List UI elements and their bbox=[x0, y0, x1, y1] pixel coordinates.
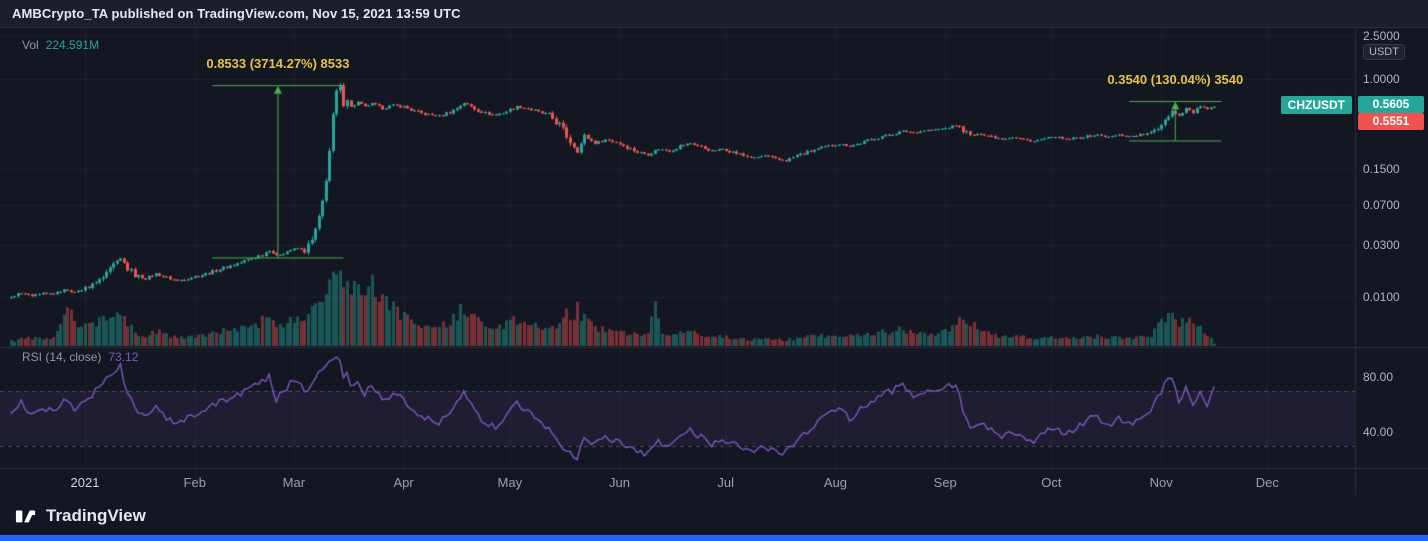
time-label-may: May bbox=[497, 475, 523, 490]
published-caption: AMBCrypto_TA published on TradingView.co… bbox=[12, 6, 461, 21]
time-label-mar: Mar bbox=[282, 475, 306, 490]
price-tick: 0.0300 bbox=[1363, 238, 1400, 253]
time-label-feb: Feb bbox=[183, 475, 206, 490]
time-label-oct: Oct bbox=[1041, 475, 1062, 490]
time-label-jul: Jul bbox=[717, 475, 735, 490]
time-label-jun: Jun bbox=[609, 475, 631, 490]
measure-label-march: 0.8533 (3714.27%) 8533 bbox=[206, 55, 350, 71]
time-label-2021: 2021 bbox=[70, 475, 100, 490]
footer: TradingView bbox=[0, 497, 1428, 535]
price-tick: 1.0000 bbox=[1363, 72, 1400, 87]
time-label-aug: Aug bbox=[823, 475, 848, 490]
accent-bar bbox=[0, 535, 1428, 541]
rsi-value: 73.12 bbox=[108, 350, 139, 364]
tradingview-wordmark[interactable]: TradingView bbox=[46, 506, 146, 525]
tradingview-logo-icon[interactable] bbox=[15, 505, 37, 527]
time-label-apr: Apr bbox=[393, 475, 414, 490]
last-price-badge: 0.5605 bbox=[1358, 95, 1424, 113]
symbol-badge: CHZUSDT bbox=[1280, 95, 1352, 114]
time-axis[interactable]: 2021 Feb Mar Apr May Jun Jul Aug Sep Oct… bbox=[0, 468, 1356, 496]
measure-label-november: 0.3540 (130.04%) 3540 bbox=[1107, 71, 1244, 87]
secondary-price-badge: 0.5551 bbox=[1358, 112, 1424, 130]
time-label-sep: Sep bbox=[933, 475, 957, 490]
price-tick: 0.1500 bbox=[1363, 162, 1400, 177]
rsi-tick: 40.00 bbox=[1363, 425, 1394, 439]
rsi-label: RSI (14, close) bbox=[22, 350, 102, 364]
volume-label: Vol bbox=[22, 38, 39, 52]
price-tick: 0.0100 bbox=[1363, 290, 1400, 305]
header-bar: AMBCrypto_TA published on TradingView.co… bbox=[0, 0, 1428, 28]
price-tick: 0.0700 bbox=[1363, 198, 1400, 213]
time-label-nov: Nov bbox=[1149, 475, 1173, 490]
volume-legend: Vol 224.591M bbox=[22, 38, 99, 52]
volume-value: 224.591M bbox=[45, 38, 100, 52]
price-tick: 2.5000 bbox=[1363, 29, 1400, 43]
rsi-tick: 80.00 bbox=[1363, 370, 1394, 384]
rsi-legend: RSI (14, close) 73.12 bbox=[22, 350, 138, 364]
price-axis-unit: USDT bbox=[1363, 44, 1405, 60]
price-axis[interactable]: 2.5000 USDT 1.0000 0.1500 0.0700 0.0300 … bbox=[1356, 0, 1428, 496]
time-label-dec: Dec bbox=[1255, 475, 1279, 490]
